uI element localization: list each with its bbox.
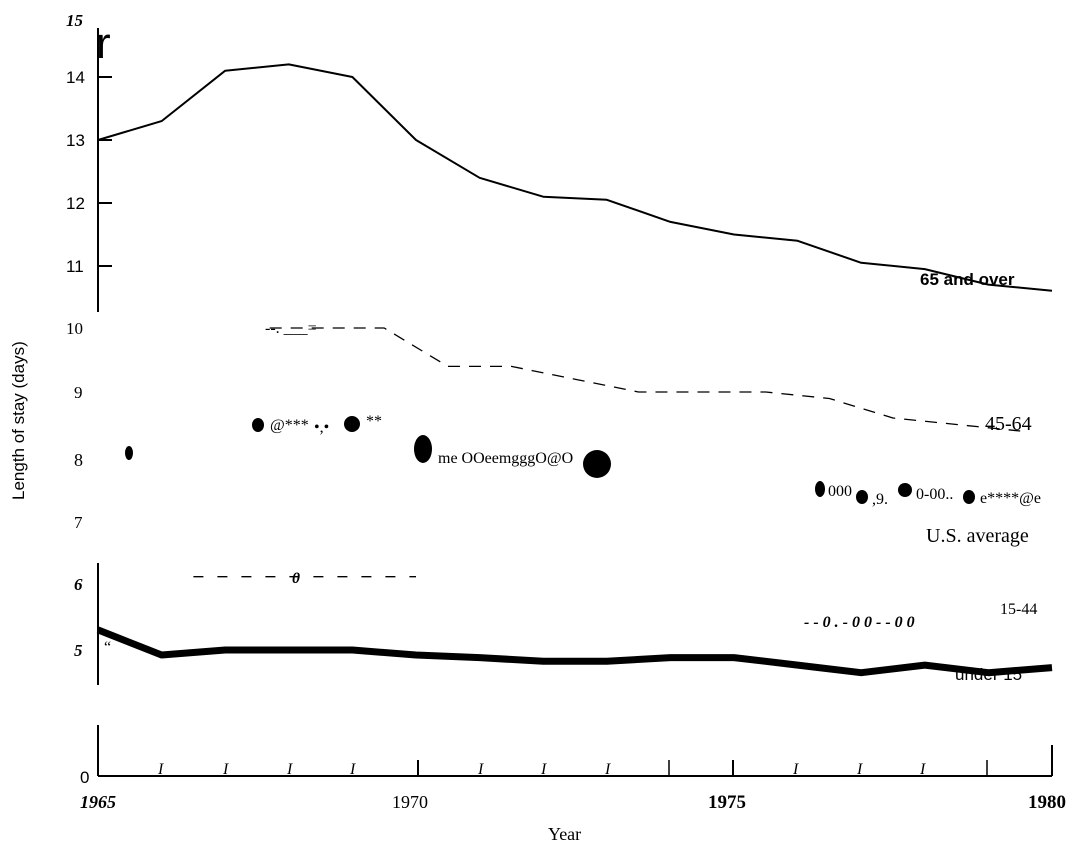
- dot-marker: [856, 490, 868, 504]
- dot-marker: [815, 481, 825, 497]
- x-tick-label-1965: 1965: [80, 792, 116, 812]
- series-line-65-and-over: [97, 63, 1053, 292]
- y-tick-label-14: 14: [66, 68, 85, 87]
- annotation-noise: @***: [270, 417, 309, 434]
- x-noise-mark: I: [222, 761, 229, 778]
- x-axis-label: Year: [548, 824, 581, 844]
- x-noise-mark: I: [540, 761, 547, 778]
- x-minor-ticks: [668, 760, 988, 776]
- x-noise-mark: I: [349, 761, 356, 778]
- x-noise-mark: I: [157, 761, 164, 778]
- series-line-under-15: [96, 626, 1053, 677]
- y-tick-label-7: 7: [74, 513, 83, 532]
- y-ticks: [98, 76, 112, 267]
- dot-marker: [898, 483, 912, 497]
- annotation-noise: “: [104, 639, 111, 656]
- dot-marker: [344, 416, 360, 432]
- y-tick-label-11: 11: [66, 257, 84, 276]
- x-tick-label-1970: 1970: [392, 792, 428, 812]
- y-tick-label-0: 0: [80, 768, 89, 787]
- y-tick-label-12: 12: [66, 194, 85, 213]
- us-average-dots: [125, 416, 975, 504]
- x-tick-label-1980: 1980: [1028, 792, 1066, 813]
- x-noise-mark: I: [792, 761, 799, 778]
- annotation-noise: 000: [828, 483, 852, 500]
- annotation-noise: 0-00..: [916, 486, 953, 503]
- series-label-45-64: 45-64: [985, 413, 1032, 435]
- y-tick-label-5: 5: [74, 641, 83, 660]
- y-tick-label-10: 10: [66, 319, 83, 338]
- x-tick-labels: 1965 1970 1975 1980: [80, 792, 1066, 813]
- series-labels: 65 and over 45-64 U.S. average 15-44 und…: [920, 270, 1037, 684]
- x-major-ticks: [417, 745, 1053, 776]
- x-noise-mark: I: [286, 761, 293, 778]
- series-label-15-44: 15-44: [1000, 601, 1037, 618]
- annotation-noise: **: [366, 413, 382, 430]
- axis-break-glyph: r: [96, 19, 111, 68]
- x-noise-marks: I I I I I I I I I I: [157, 761, 926, 778]
- y-tick-label-15: 15: [66, 11, 84, 30]
- dot-marker: [414, 435, 432, 463]
- series-label-us-average: U.S. average: [926, 525, 1029, 547]
- x-tick-label-1975: 1975: [708, 792, 746, 813]
- x-noise-mark: I: [477, 761, 484, 778]
- dot-marker: [583, 450, 611, 478]
- annotation-noise: - - 0 . - 0 0 - - 0 0: [804, 614, 915, 631]
- x-noise-mark: I: [604, 761, 611, 778]
- y-tick-label-13: 13: [66, 131, 85, 150]
- y-tick-labels: 15 14 13 12 11 10 9 8 7 6 5 0: [66, 11, 89, 787]
- series-line-45-64: [269, 327, 1021, 432]
- annotation-noise: •,•: [314, 419, 329, 436]
- chart-annotations: --. ___= @*** •,• ** me OOeemgggO@O 000 …: [104, 320, 1041, 656]
- y-axis-label: Length of stay (days): [9, 341, 28, 500]
- annotation-noise: me OOeemgggO@O: [438, 450, 573, 467]
- dot-marker: [125, 446, 133, 460]
- annotation-noise: ,9.: [872, 491, 888, 508]
- annotation-noise: e****@e: [980, 490, 1041, 507]
- series-label-under-15: under 15: [955, 665, 1022, 684]
- series-layer: [96, 63, 1053, 677]
- series-label-65-and-over: 65 and over: [920, 270, 1015, 289]
- dot-marker: [963, 490, 975, 504]
- annotation-noise: 0: [292, 570, 300, 587]
- y-tick-label-8: 8: [74, 450, 83, 470]
- x-noise-mark: I: [856, 761, 863, 778]
- annotation-noise: --. ___=: [265, 320, 317, 337]
- x-noise-mark: I: [919, 761, 926, 778]
- y-tick-label-9: 9: [74, 383, 83, 402]
- dot-marker: [252, 418, 264, 432]
- y-tick-label-6: 6: [74, 575, 83, 594]
